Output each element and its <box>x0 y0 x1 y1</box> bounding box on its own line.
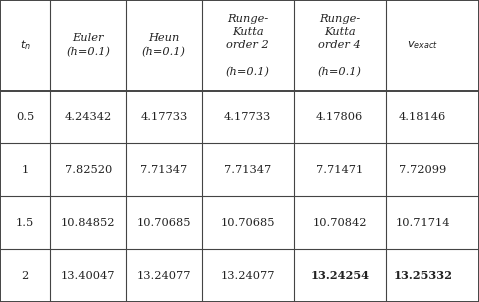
Text: 13.24254: 13.24254 <box>310 270 369 281</box>
Text: 10.70685: 10.70685 <box>220 218 275 228</box>
Text: $v_{exact}$: $v_{exact}$ <box>407 39 438 51</box>
Text: Runge-
Kutta
order 4

(h=0.1): Runge- Kutta order 4 (h=0.1) <box>318 14 362 77</box>
Text: 13.40047: 13.40047 <box>61 271 115 281</box>
Text: 10.70685: 10.70685 <box>137 218 191 228</box>
Text: 7.72099: 7.72099 <box>399 165 446 175</box>
Text: Euler
(h=0.1): Euler (h=0.1) <box>66 34 110 57</box>
Text: 0.5: 0.5 <box>16 112 34 122</box>
Text: Heun
(h=0.1): Heun (h=0.1) <box>142 34 186 57</box>
Text: 13.25332: 13.25332 <box>393 270 452 281</box>
Text: 4.17806: 4.17806 <box>316 112 363 122</box>
Text: 13.24077: 13.24077 <box>137 271 191 281</box>
Text: Runge-
Kutta
order 2

(h=0.1): Runge- Kutta order 2 (h=0.1) <box>226 14 270 77</box>
Text: 7.71347: 7.71347 <box>224 165 271 175</box>
Text: 4.18146: 4.18146 <box>399 112 446 122</box>
Text: 13.24077: 13.24077 <box>220 271 275 281</box>
Text: 1.5: 1.5 <box>16 218 34 228</box>
Text: 10.71714: 10.71714 <box>396 218 450 228</box>
Text: 7.71471: 7.71471 <box>316 165 363 175</box>
Text: $t_n$: $t_n$ <box>20 38 31 52</box>
Text: 2: 2 <box>22 271 29 281</box>
Text: 4.17733: 4.17733 <box>224 112 271 122</box>
Text: 7.82520: 7.82520 <box>65 165 112 175</box>
Text: 1: 1 <box>22 165 29 175</box>
Text: 4.24342: 4.24342 <box>65 112 112 122</box>
Text: 4.17733: 4.17733 <box>140 112 187 122</box>
Text: 7.71347: 7.71347 <box>140 165 187 175</box>
Text: 10.70842: 10.70842 <box>312 218 367 228</box>
Text: 10.84852: 10.84852 <box>61 218 115 228</box>
